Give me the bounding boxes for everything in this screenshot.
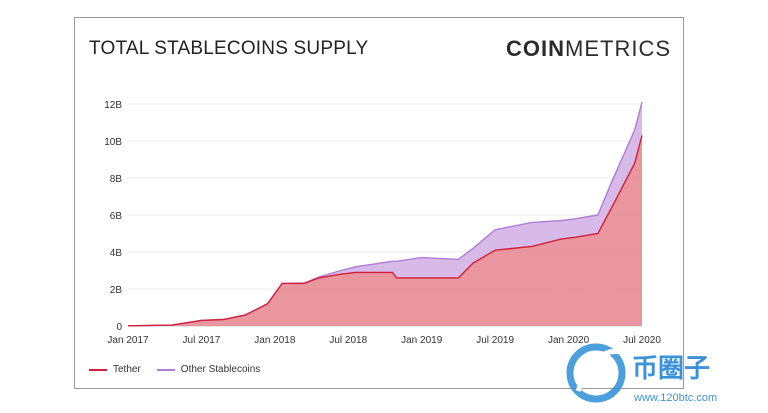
x-tick-label: Jul 2017 (183, 335, 221, 346)
x-tick-label: Jan 2017 (107, 335, 149, 346)
line-tether (127, 135, 643, 327)
x-tick-label: Jan 2019 (401, 335, 443, 346)
y-tick-label: 0 (116, 322, 122, 333)
x-tick-label: Jan 2020 (548, 335, 590, 346)
y-tick-label: 10B (104, 137, 122, 148)
x-tick-label: Jul 2019 (476, 335, 514, 346)
watermark-logo-icon (566, 343, 626, 403)
x-tick-label: Jan 2018 (254, 335, 296, 346)
legend-item-tether[interactable]: Tether (89, 364, 141, 375)
chart-title: TOTAL STABLECOINS SUPPLY (89, 38, 369, 59)
y-tick-label: 8B (110, 174, 123, 185)
legend-item-other[interactable]: Other Stablecoins (156, 364, 261, 375)
y-tick-label: 12B (104, 100, 122, 111)
y-tick-label: 2B (110, 285, 123, 296)
legend-swatch-other (156, 368, 175, 371)
site-watermark: 币圈子 www.120btc.com (566, 343, 717, 404)
x-tick-label: Jul 2020 (623, 335, 661, 346)
coinmetrics-logo: COINMETRICS (506, 36, 671, 61)
legend-swatch-tether (89, 368, 107, 371)
legend-label-other: Other Stablecoins (180, 364, 261, 375)
chart-legend: Tether Other Stablecoins (89, 364, 260, 375)
legend-label-tether: Tether (113, 364, 141, 375)
y-tick-label: 6B (110, 211, 123, 222)
area-tether (128, 135, 642, 326)
x-tick-label: Jul 2018 (329, 335, 367, 346)
watermark-url: www.120btc.com (633, 392, 717, 404)
watermark-swoosh-icon (575, 348, 627, 392)
watermark-text: 币圈子 (632, 354, 710, 384)
y-tick-label: 4B (110, 248, 123, 259)
chart-card: TOTAL STABLECOINS SUPPLY COINMETRICS Tet… (74, 17, 684, 389)
